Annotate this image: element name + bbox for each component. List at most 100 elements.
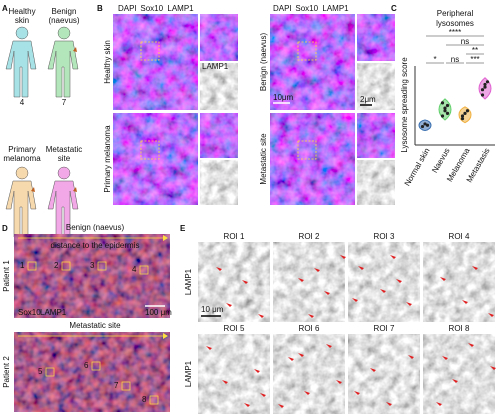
data-point [440, 101, 445, 105]
roi-title: ROI 7 [374, 324, 395, 333]
data-point [425, 123, 430, 127]
roi-number: 8 [142, 395, 147, 404]
arrowhead [408, 355, 414, 359]
arrowhead [442, 356, 448, 360]
data-point [480, 93, 485, 97]
arrowhead [490, 366, 496, 370]
significance-label: **** [449, 28, 461, 37]
significance-label: * [433, 55, 436, 64]
body-figure [47, 26, 79, 98]
arrowhead [244, 403, 250, 407]
arrowhead [370, 368, 376, 372]
roi-number: 6 [84, 361, 89, 370]
data-point [485, 80, 490, 84]
data-point [443, 109, 447, 113]
roi-number: 3 [90, 261, 95, 270]
roi-square [61, 261, 71, 271]
arrowhead [308, 314, 314, 318]
roi-box [297, 140, 317, 160]
arrowhead [254, 369, 260, 373]
data-point [443, 106, 447, 110]
image-title: Benign (naevus) [66, 223, 125, 232]
arrow-head [163, 235, 168, 241]
inset-fluor [200, 113, 238, 158]
tissue-image [14, 234, 170, 318]
arrowhead [340, 255, 346, 259]
arrowhead [436, 402, 442, 406]
roi-title: ROI 1 [224, 232, 245, 241]
data-point [465, 109, 470, 113]
roi-title: ROI 8 [449, 324, 470, 333]
inset-fluor [357, 113, 395, 158]
stain-label: LAMP1 [40, 308, 67, 317]
data-point [423, 122, 427, 126]
arrowhead [242, 280, 248, 284]
site-label: (naevus) [48, 16, 79, 25]
roi-box [297, 41, 317, 61]
stain-label: Sox10 [295, 4, 318, 13]
panel-label: E [180, 224, 186, 233]
roi-title: ROI 4 [449, 232, 470, 241]
row-label: Primary melanoma [103, 125, 112, 193]
roi-number: 7 [114, 381, 119, 390]
stain-label: LAMP1 [167, 4, 194, 13]
site-label: Metastatic [46, 145, 82, 154]
roi-number: 2 [54, 261, 59, 270]
arrowhead [258, 314, 264, 318]
chart-title: Peripheral [437, 9, 474, 18]
roi-title: ROI 5 [224, 324, 245, 333]
roi-square [121, 381, 131, 391]
arrowhead [326, 344, 332, 348]
panel-label: A [2, 4, 8, 13]
roi-image [198, 334, 270, 414]
roi-image [423, 334, 495, 414]
site-label: Healthy [8, 7, 35, 16]
roi-square [139, 265, 149, 275]
row-label: Metastatic site [259, 133, 268, 185]
lesion [73, 47, 77, 52]
row-label: Healthy skin [103, 40, 112, 84]
roi-box [140, 41, 160, 61]
arrowhead [440, 277, 446, 281]
site-label: melanoma [3, 154, 41, 163]
roi-image [348, 242, 420, 322]
arrowhead [298, 353, 304, 357]
roi-square [97, 261, 107, 271]
arrowhead [462, 300, 468, 304]
roi-number: 1 [20, 261, 25, 270]
stain-label: Sox10 [140, 4, 163, 13]
x-tick-label: Naevus [430, 147, 451, 175]
roi-title: ROI 2 [299, 232, 320, 241]
channel-label: LAMP1 [184, 360, 193, 387]
significance-label: *** [470, 55, 479, 64]
arrowhead [216, 267, 222, 271]
arrowhead [390, 255, 396, 259]
micrograph [113, 14, 198, 110]
arrowhead [288, 357, 294, 361]
significance-label: ns [461, 37, 469, 46]
inset-label: LAMP1 [202, 62, 229, 71]
data-point [445, 103, 450, 108]
arrowhead [260, 393, 266, 397]
significance-label: ns [451, 55, 459, 64]
data-point [483, 85, 487, 89]
data-point [440, 114, 445, 118]
arrowhead [336, 380, 342, 384]
arrow-head [163, 333, 168, 339]
arrowhead [358, 266, 364, 270]
channel-label: LAMP1 [184, 268, 193, 295]
arrowhead [380, 289, 386, 293]
arrowhead [452, 379, 458, 383]
significance-label: ** [472, 46, 478, 55]
arrowhead [314, 268, 320, 272]
data-point [420, 124, 425, 129]
site-label: Benign [52, 7, 77, 16]
body-figure [5, 166, 37, 238]
roi-image [198, 242, 270, 322]
arrowhead [304, 391, 310, 395]
stain-label: Sox10 [18, 308, 41, 317]
scale-label: 10 μm [201, 305, 224, 314]
inset-gray [200, 160, 238, 205]
